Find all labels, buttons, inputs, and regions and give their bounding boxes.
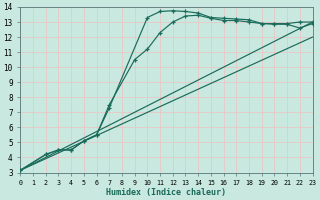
X-axis label: Humidex (Indice chaleur): Humidex (Indice chaleur) [107,188,227,197]
